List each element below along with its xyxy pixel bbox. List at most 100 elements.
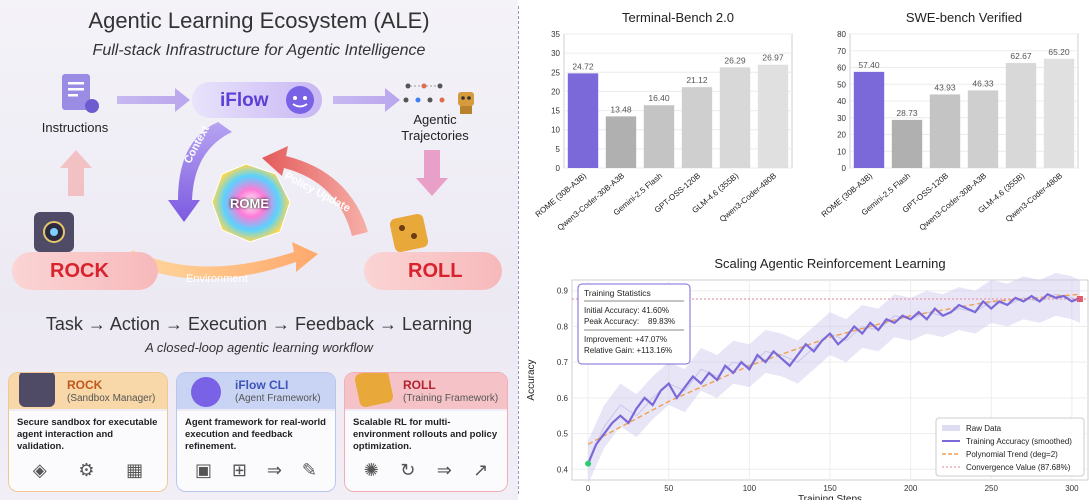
bar-value-label: 46.33 — [972, 78, 994, 88]
scaling-rl-chart: Scaling Agentic Reinforcement Learning 0 5… — [526, 256, 1089, 500]
y-axis-label: Accuracy — [526, 359, 537, 400]
context-arrow — [168, 122, 232, 222]
y-tick-label: 0.5 — [557, 430, 569, 439]
chart-title: SWE-bench Verified — [906, 10, 1022, 25]
robot-icon — [458, 92, 474, 114]
container-icon: ▦ — [126, 459, 144, 481]
y-tick-label: 70 — [837, 47, 846, 56]
bar-value-label: 28.73 — [896, 108, 918, 118]
rock-label: ROCK — [50, 260, 109, 282]
roll-card-title: ROLL — [403, 378, 436, 392]
stats-gain: Relative Gain: +113.16% — [584, 346, 672, 355]
rock-card: ROCK (Sandbox Manager) Secure sandbox fo… — [8, 372, 168, 492]
bar — [853, 71, 885, 168]
start-point — [585, 460, 592, 467]
x-tick-label: 250 — [985, 484, 999, 493]
roll-dice-icon — [389, 213, 429, 253]
instructions-label: Instructions — [41, 120, 109, 135]
rock-cube-icon — [19, 373, 55, 407]
iflow-label: iFlow — [220, 90, 269, 111]
bar-value-label: 43.93 — [934, 82, 956, 92]
arrow-right-icon: ⇒ — [266, 459, 282, 481]
x-tick-label: 50 — [664, 484, 673, 493]
network-icon: ✺ — [363, 459, 379, 481]
smoothed-line — [587, 292, 1081, 464]
iflow-logo-icon — [286, 86, 314, 114]
y-tick-label: 5 — [556, 145, 561, 154]
legend-label: Convergence Value (87.68%) — [966, 463, 1071, 472]
y-tick-label: 20 — [551, 87, 560, 96]
trajectory-icon — [403, 83, 445, 103]
roll-label: ROLL — [408, 260, 463, 282]
legend-label: Polynomial Trend (deg=2) — [966, 450, 1058, 459]
stats-initial: Initial Accuracy: 41.60% — [584, 306, 669, 315]
environment-arrow — [128, 242, 318, 279]
stats-peak: Peak Accuracy: 89.83% — [584, 317, 675, 326]
rock-card-subtitle: (Sandbox Manager) — [67, 393, 156, 404]
x-tick-label: 150 — [823, 484, 837, 493]
y-tick-label: 20 — [837, 131, 846, 140]
swe-bench-chart: SWE-bench Verified 0 10 20 30 40 50 60 70 80 57.40… — [820, 10, 1079, 232]
bar-value-label: 57.40 — [858, 60, 880, 70]
category-label: Qwen3-Coder-30B-A3B — [918, 171, 989, 232]
chart-title: Scaling Agentic Reinforcement Learning — [714, 256, 945, 271]
bar — [757, 64, 789, 168]
workflow-steps: Task → Action → Execution → Feedback → L… — [45, 314, 473, 334]
y-tick-label: 60 — [837, 64, 846, 73]
y-tick-label: 30 — [837, 114, 846, 123]
y-tick-label: 25 — [551, 68, 560, 77]
rock-cube-icon — [34, 212, 74, 252]
rock-card-title: ROCK — [67, 378, 103, 392]
y-tick-label: 0.8 — [557, 322, 569, 331]
trajectories-label: Agentic Trajectories — [401, 112, 469, 143]
bar — [681, 87, 713, 168]
panel-divider — [518, 6, 519, 494]
y-tick-label: 0.4 — [557, 465, 569, 474]
ecosystem-loop — [12, 74, 502, 290]
compute-icon: ⚙ — [78, 459, 95, 481]
bar-value-label: 65.20 — [1048, 47, 1070, 57]
y-tick-label: 30 — [551, 49, 560, 58]
document-edit-icon: ✎ — [301, 459, 318, 481]
refresh-icon: ↻ — [400, 459, 416, 481]
rock-card-description: Secure sandbox for executable agent inte… — [17, 417, 158, 452]
iflow-card-subtitle: (Agent Framework) — [235, 393, 321, 404]
bar — [1005, 63, 1037, 168]
bar-value-label: 62.67 — [1010, 51, 1032, 61]
bar — [605, 116, 637, 168]
roll-card-description: Scalable RL for multi-environment rollou… — [353, 417, 498, 452]
policy-update-arrow — [262, 146, 368, 236]
stats-box — [577, 283, 691, 365]
rock-pill — [12, 252, 158, 290]
sandbox-icon: ◈ — [32, 459, 47, 481]
raw-data-band — [588, 272, 1080, 484]
instructions-icon — [62, 74, 99, 113]
bar — [967, 90, 999, 168]
roll-pill — [364, 252, 502, 290]
roll-card-subtitle: (Training Framework) — [403, 393, 499, 404]
iflow-logo-icon — [191, 377, 221, 407]
rome-gem-icon — [211, 163, 291, 243]
workflow-caption: A closed-loop agentic learning workflow — [145, 340, 373, 355]
legend-label: Training Accuracy (smoothed) — [966, 437, 1072, 446]
x-tick-label: 300 — [1065, 484, 1079, 493]
flowchart-icon: ⊞ — [231, 459, 247, 481]
arrow-iflow-to-trajectories — [333, 88, 400, 112]
y-tick-label: 40 — [837, 97, 846, 106]
iflow-card-title: iFlow CLI — [235, 378, 289, 392]
category-label: Qwen3-Coder-30B-A3B — [556, 171, 627, 232]
bar-value-label: 16.40 — [648, 93, 670, 103]
y-tick-label: 0.9 — [557, 287, 569, 296]
y-tick-label: 15 — [551, 107, 560, 116]
bar — [567, 73, 599, 168]
bar — [1043, 58, 1075, 168]
y-tick-label: 35 — [551, 30, 560, 39]
y-tick-label: 0.7 — [557, 358, 569, 367]
bar — [891, 119, 923, 168]
roll-card: ROLL (Training Framework) Scalable RL fo… — [344, 372, 508, 492]
legend — [935, 417, 1085, 477]
y-tick-label: 10 — [551, 126, 560, 135]
y-tick-label: 80 — [837, 30, 846, 39]
bar-value-label: 26.97 — [762, 53, 784, 63]
plot-area — [563, 33, 793, 169]
